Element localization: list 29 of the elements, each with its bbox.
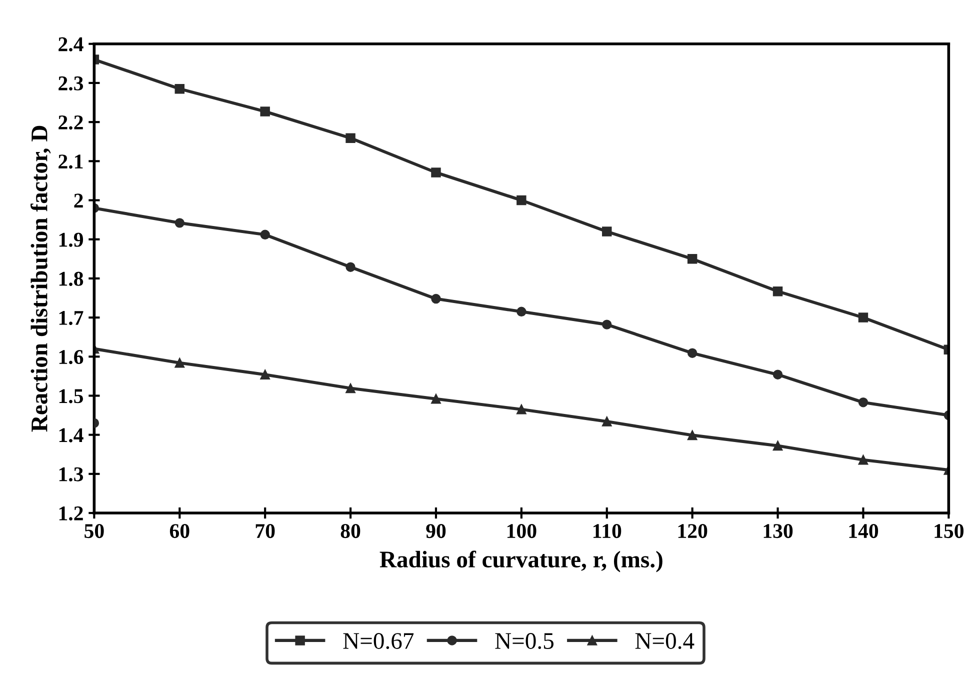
y-tick-label: 1.2 (59, 506, 83, 521)
y-tick-label: 2.2 (58, 115, 83, 130)
x-tick-label: 120 (678, 524, 708, 538)
y-tick-label: 1.3 (59, 467, 84, 482)
y-tick-label: 1.9 (59, 232, 84, 247)
y-tick-label: 2.4 (58, 37, 84, 52)
y-tick-label: 2.1 (58, 154, 83, 169)
y-tick-label: 1.5 (59, 389, 84, 404)
x-tick-label: 60 (170, 524, 190, 538)
x-tick-label: 150 (934, 524, 964, 538)
y-tick-label: 1.8 (59, 272, 84, 286)
x-tick-label: 140 (849, 524, 878, 538)
y-axis-title: Reaction distribution factor, D (30, 126, 51, 432)
y-tick-label: 1.4 (59, 428, 84, 442)
y-tick-label: 2.3 (58, 76, 84, 90)
y-tick-label: 2 (74, 194, 83, 208)
x-tick-label: 80 (340, 524, 360, 538)
x-tick-label: 50 (84, 524, 104, 538)
legend-label: N=0.4 (635, 633, 694, 650)
x-tick-label: 70 (256, 524, 275, 538)
y-tick-label: 1.6 (59, 350, 84, 364)
x-tick-label: 90 (426, 524, 446, 538)
x-tick-label: 100 (507, 524, 536, 538)
legend-label: N=0.67 (343, 633, 414, 650)
legend-label: N=0.5 (495, 633, 554, 650)
x-tick-label: 130 (764, 524, 793, 538)
x-tick-label: 110 (593, 524, 622, 538)
y-tick-label: 1.7 (59, 311, 84, 326)
x-axis-title: Radius of curvature, r, (ms.) (380, 550, 662, 572)
